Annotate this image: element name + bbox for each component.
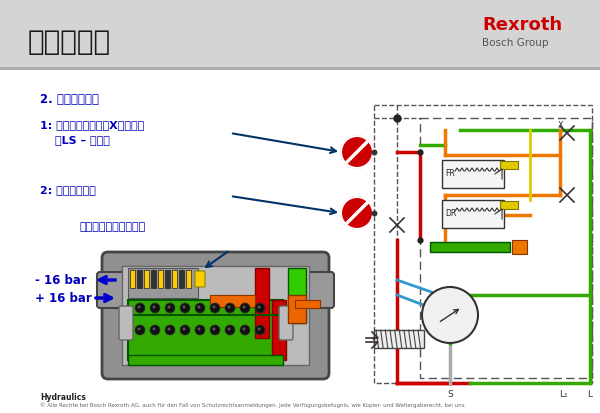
Circle shape	[182, 306, 185, 309]
Circle shape	[180, 303, 190, 313]
Bar	[128, 268, 198, 298]
Circle shape	[167, 306, 170, 309]
Bar	[288, 295, 306, 323]
Circle shape	[255, 325, 265, 335]
Circle shape	[197, 306, 200, 309]
Text: + 16 bar: + 16 bar	[35, 292, 92, 304]
Circle shape	[180, 325, 190, 335]
Text: Hydraulics: Hydraulics	[40, 393, 86, 402]
Bar	[137, 270, 142, 288]
Bar	[272, 300, 286, 360]
Circle shape	[165, 303, 175, 313]
Bar	[288, 268, 306, 323]
Text: L₁: L₁	[559, 390, 568, 399]
Circle shape	[257, 306, 260, 309]
Bar	[430, 242, 510, 252]
Text: 2. 用压差设定：: 2. 用压差设定：	[40, 93, 99, 106]
FancyBboxPatch shape	[102, 252, 329, 379]
Circle shape	[195, 325, 205, 335]
Circle shape	[167, 328, 170, 330]
Circle shape	[240, 325, 250, 335]
FancyBboxPatch shape	[306, 272, 334, 308]
Text: - 16 bar: - 16 bar	[35, 273, 87, 287]
Bar	[374, 330, 424, 348]
Circle shape	[212, 306, 215, 309]
Bar	[210, 295, 255, 307]
Bar	[130, 270, 135, 288]
Bar	[158, 270, 163, 288]
Text: Rexroth: Rexroth	[482, 16, 562, 34]
Circle shape	[150, 303, 160, 313]
Circle shape	[341, 136, 373, 168]
Text: S: S	[447, 390, 453, 399]
Bar	[500, 161, 518, 169]
Circle shape	[165, 325, 175, 335]
Circle shape	[152, 306, 155, 309]
Bar	[151, 270, 156, 288]
Circle shape	[150, 325, 160, 335]
Circle shape	[152, 328, 155, 330]
Bar	[500, 201, 518, 209]
Text: Bosch Group: Bosch Group	[482, 38, 548, 48]
Bar	[165, 270, 170, 288]
Circle shape	[197, 328, 200, 330]
Bar	[374, 105, 592, 383]
Circle shape	[227, 328, 230, 330]
Circle shape	[242, 328, 245, 330]
Text: 1: 检测负载压力，即X口压力！: 1: 检测负载压力，即X口压力！	[40, 120, 144, 130]
Bar	[0, 0, 600, 68]
Circle shape	[240, 303, 250, 313]
Bar	[122, 266, 309, 365]
FancyBboxPatch shape	[97, 272, 125, 308]
Circle shape	[135, 325, 145, 335]
Circle shape	[225, 325, 235, 335]
Circle shape	[137, 328, 140, 330]
Bar	[172, 270, 177, 288]
Circle shape	[257, 328, 260, 330]
Text: © Alle Rechte bei Bosch Rexroth AG, auch für den Fall von Schutzrechtsanmeldunge: © Alle Rechte bei Bosch Rexroth AG, auch…	[40, 402, 466, 408]
Circle shape	[422, 287, 478, 343]
Bar	[420, 118, 592, 378]
Bar	[186, 270, 191, 288]
Circle shape	[227, 306, 230, 309]
Text: （在流量阀的油堵处）: （在流量阀的油堵处）	[80, 222, 146, 232]
Bar	[128, 300, 283, 360]
Circle shape	[212, 328, 215, 330]
Text: 流量阀设定: 流量阀设定	[28, 28, 111, 56]
FancyBboxPatch shape	[195, 271, 205, 287]
Bar	[442, 160, 504, 188]
Circle shape	[255, 303, 265, 313]
Text: L: L	[587, 390, 593, 399]
Bar	[512, 240, 527, 254]
Bar	[442, 200, 504, 228]
Circle shape	[210, 303, 220, 313]
Circle shape	[182, 328, 185, 330]
Bar	[128, 355, 283, 365]
Text: （LS – 信号）: （LS – 信号）	[55, 135, 110, 145]
Circle shape	[341, 197, 373, 229]
Text: DR: DR	[445, 209, 456, 218]
Circle shape	[137, 306, 140, 309]
Text: X: X	[558, 121, 564, 131]
Circle shape	[225, 303, 235, 313]
Bar	[179, 270, 184, 288]
Bar	[295, 300, 320, 308]
Bar	[255, 268, 269, 338]
Circle shape	[135, 303, 145, 313]
Bar	[144, 270, 149, 288]
Text: 2: 检测高压压力: 2: 检测高压压力	[40, 185, 96, 195]
Circle shape	[195, 303, 205, 313]
FancyBboxPatch shape	[119, 306, 133, 340]
Circle shape	[210, 325, 220, 335]
Circle shape	[242, 306, 245, 309]
FancyBboxPatch shape	[279, 306, 293, 340]
Text: FR: FR	[445, 169, 455, 178]
